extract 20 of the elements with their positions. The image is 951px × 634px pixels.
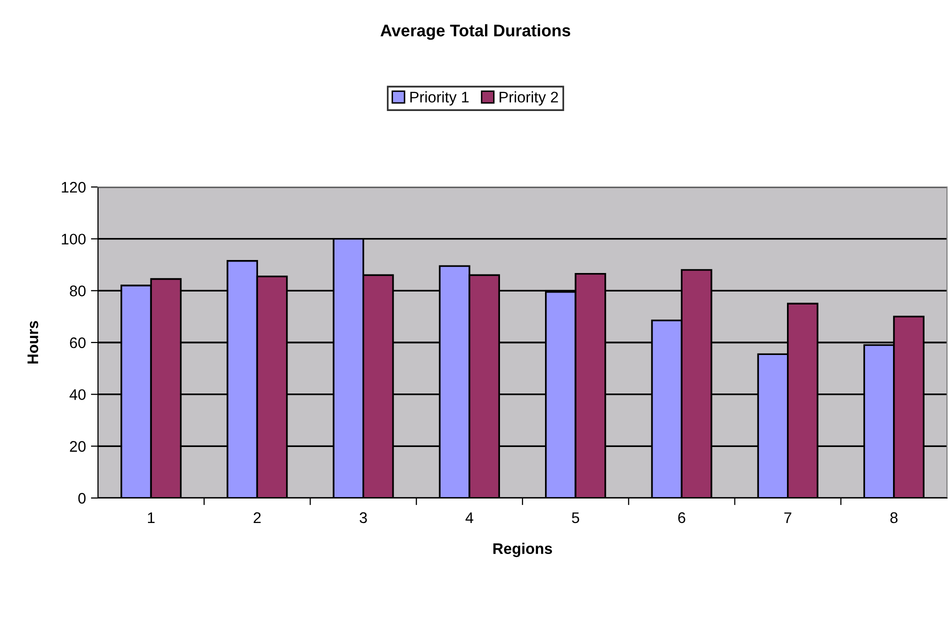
x-tick-label: 2 xyxy=(254,512,261,523)
y-tick-label: 60 xyxy=(70,337,86,348)
x-tick-label: 4 xyxy=(466,512,474,523)
x-tick-label: 7 xyxy=(784,512,792,523)
x-tick-label: 8 xyxy=(890,512,898,524)
y-tick-label: 20 xyxy=(70,441,86,452)
y-tick-label: 40 xyxy=(70,389,86,400)
y-tick-label: 0 xyxy=(78,492,86,504)
y-axis-title: Hours xyxy=(28,321,38,364)
x-tick-label: 5 xyxy=(572,512,580,524)
x-tick-label: 1 xyxy=(148,512,155,523)
y-tick-label: 80 xyxy=(70,286,86,296)
x-tick-label: 6 xyxy=(678,512,686,524)
x-axis-title: Regions xyxy=(493,542,552,558)
legend-label: Priority 2 xyxy=(500,91,558,106)
y-tick-label: 120 xyxy=(62,182,86,193)
chart-title: Average Total Durations xyxy=(380,24,570,40)
y-tick-label: 100 xyxy=(62,234,86,245)
x-tick-label: 3 xyxy=(360,512,367,524)
legend-label: Priority 1 xyxy=(410,91,469,106)
